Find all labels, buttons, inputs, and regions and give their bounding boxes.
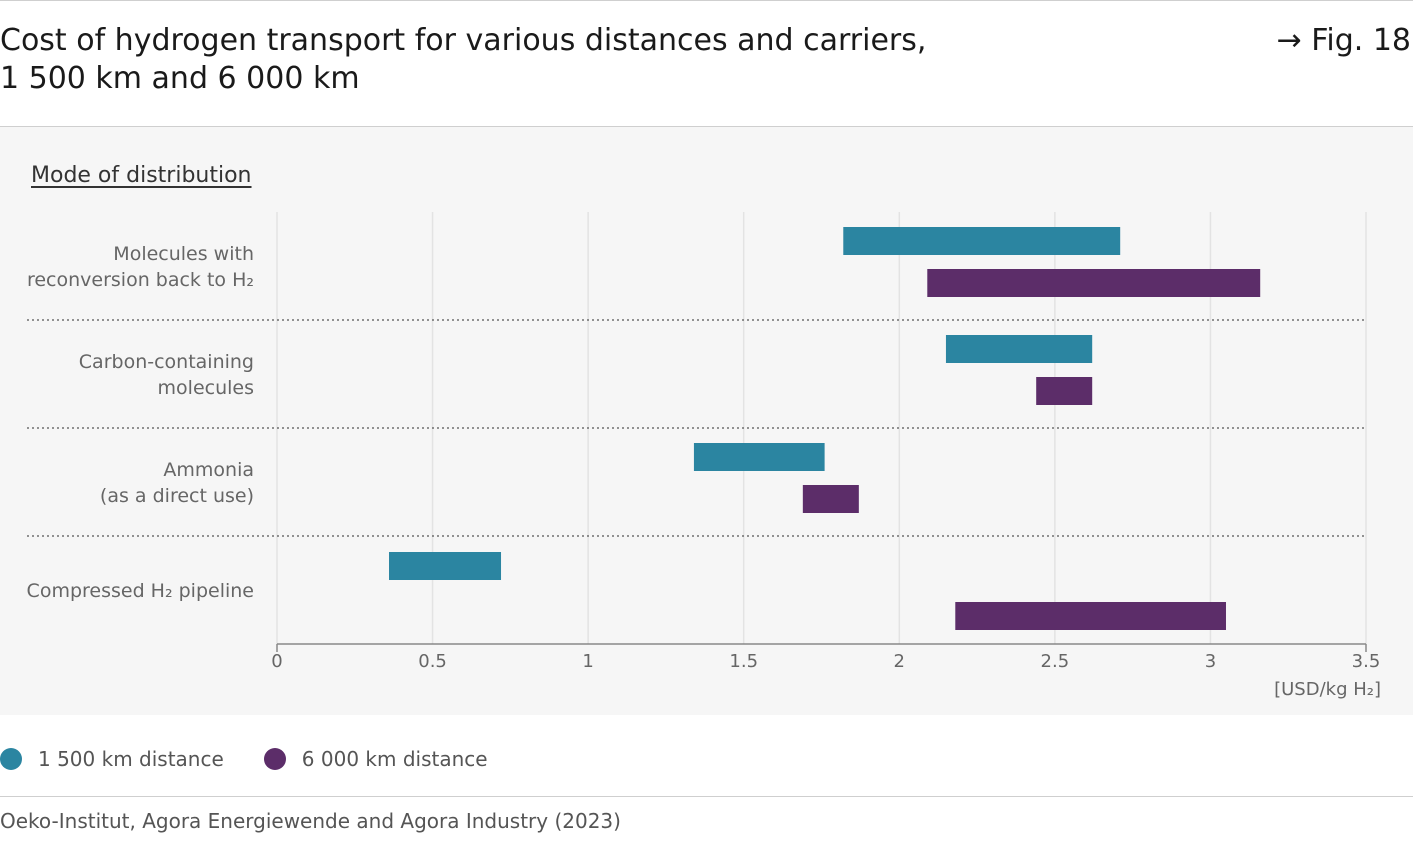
- range-bar-chart: 0 0.5 1 1.5 2 2.5 3 3.5 [USD/kg H₂] Molecules wi…: [27, 212, 1381, 700]
- x-tick-label-1: 0.5: [418, 651, 447, 672]
- panel-heading: Mode of distribution: [31, 163, 252, 188]
- chart-title: Cost of hydrogen transport for various d…: [0, 22, 1100, 98]
- legend-swatch-6000km: [263, 748, 286, 770]
- category-label-ammonia-line-0: Ammonia: [163, 459, 254, 481]
- bar-ammonia-series-1: [802, 485, 859, 513]
- category-label-carbon-line-1: molecules: [158, 377, 254, 399]
- category-label-molecules-line-1: reconversion back to H₂: [27, 269, 254, 291]
- x-tick-label-2: 1: [582, 651, 593, 672]
- bar-molecules-series-1: [927, 269, 1261, 297]
- chart-title-line1: Cost of hydrogen transport for various d…: [0, 23, 927, 58]
- category-label-ammonia-line-1: (as a direct use): [100, 485, 254, 507]
- top-rule: [0, 0, 1413, 1]
- bar-layer: [389, 227, 1261, 630]
- x-tick-label-7: 3.5: [1352, 651, 1381, 672]
- x-tick-label-0: 0: [271, 651, 282, 672]
- x-axis-unit-label: [USD/kg H₂]: [1274, 679, 1381, 700]
- category-label-pipeline-line-0: Compressed H₂ pipeline: [27, 580, 254, 602]
- x-tick-label-3: 1.5: [729, 651, 758, 672]
- bar-carbon-series-0: [945, 335, 1093, 363]
- bar-molecules-series-0: [843, 227, 1121, 255]
- legend-item-6000km: 6 000 km distance: [263, 747, 488, 771]
- axis-layer: 0 0.5 1 1.5 2 2.5 3 3.5 [USD/kg H₂]: [271, 643, 1381, 700]
- legend-label-6000km: 6 000 km distance: [301, 747, 488, 771]
- legend-item-1500km: 1 500 km distance: [0, 747, 224, 771]
- x-tick-label-4: 2: [894, 651, 905, 672]
- legend-label-1500km: 1 500 km distance: [38, 747, 224, 771]
- x-tick-label-5: 2.5: [1041, 651, 1070, 672]
- separator-layer: [27, 319, 1366, 537]
- legend: 1 500 km distance 6 000 km distance: [0, 744, 528, 774]
- bar-carbon-series-1: [1036, 377, 1093, 405]
- bar-pipeline-series-0: [389, 552, 502, 580]
- footer-rule: [0, 796, 1413, 797]
- legend-swatch-1500km: [0, 748, 22, 770]
- x-tick-label-6: 3: [1205, 651, 1216, 672]
- chart-title-line2: 1 500 km and 6 000 km: [0, 61, 360, 96]
- header-rule: [0, 126, 1413, 127]
- bar-pipeline-series-1: [955, 602, 1226, 630]
- figure-reference-link[interactable]: → Fig. 18: [1276, 23, 1411, 58]
- bar-ammonia-series-0: [693, 443, 825, 471]
- category-label-carbon-line-0: Carbon-containing: [79, 351, 254, 373]
- source-note: Oeko-Institut, Agora Energiewende and Ag…: [0, 809, 621, 833]
- category-label-layer: Molecules with reconversion back to H₂ Car…: [27, 243, 254, 602]
- category-label-molecules-line-0: Molecules with: [113, 243, 254, 265]
